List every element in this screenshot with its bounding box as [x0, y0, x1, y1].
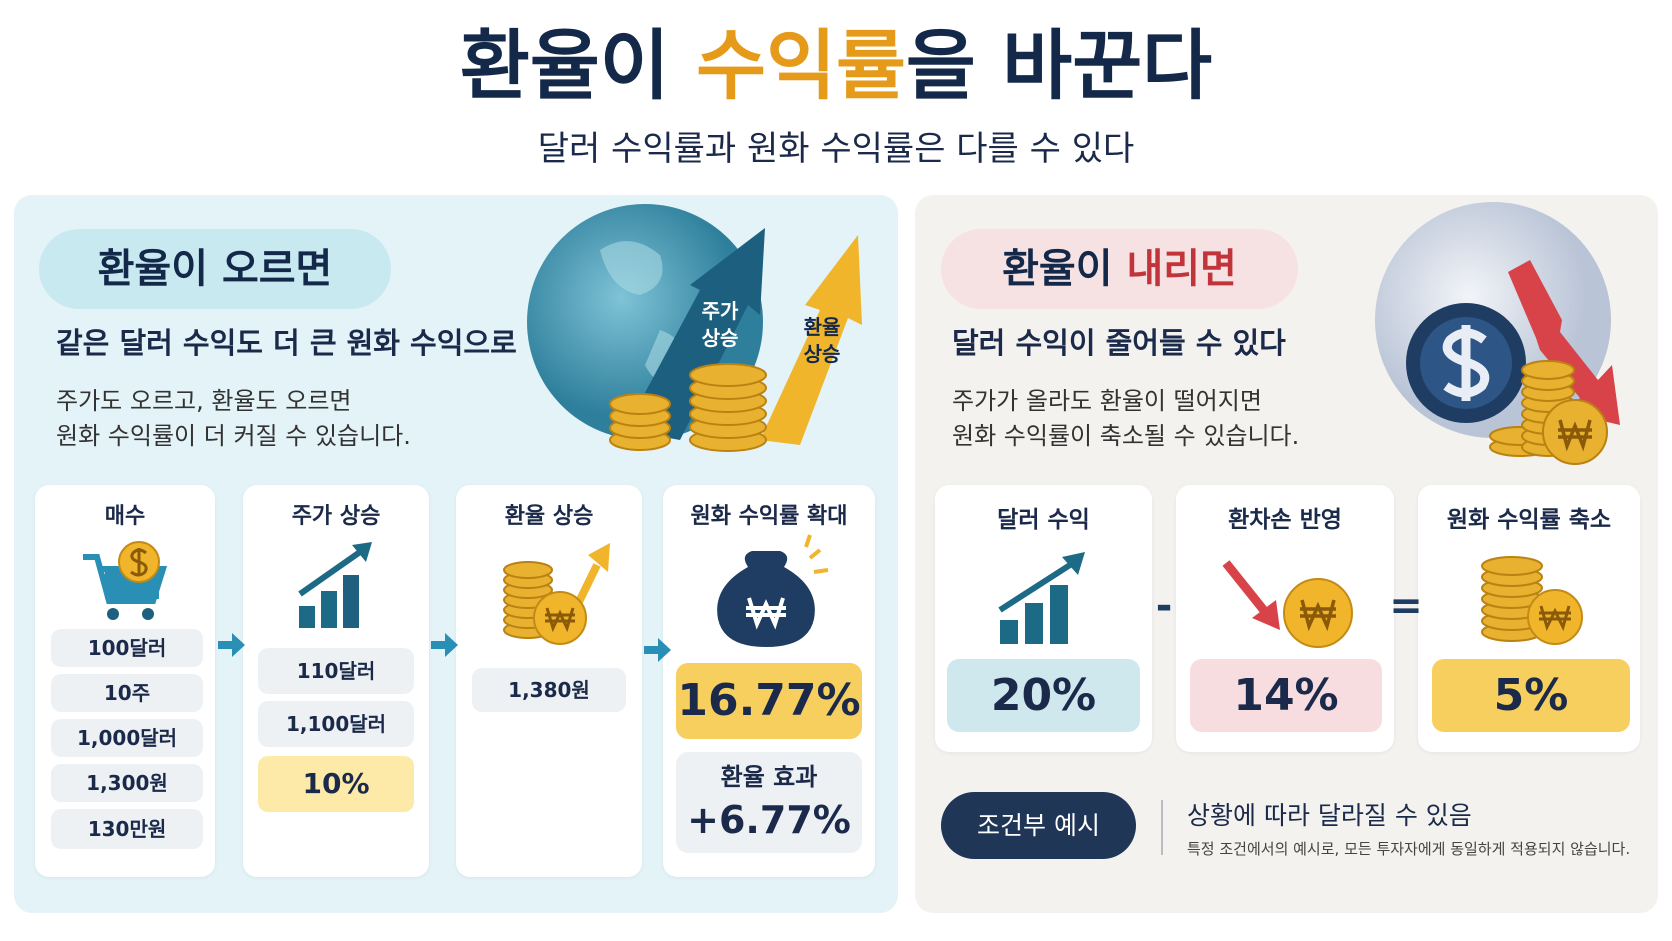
- value-pill: 1,300원: [51, 764, 203, 802]
- money-bag-icon: [717, 534, 829, 647]
- bar-chart-icon: [298, 542, 372, 628]
- effect-value: +6.77%: [687, 798, 851, 842]
- illustration-label: 상승: [701, 326, 739, 350]
- value-pill: 100달러: [51, 629, 203, 667]
- dollar-symbol: [1442, 325, 1490, 401]
- note-title: 상황에 따라 달라질 수 있음: [1187, 801, 1472, 830]
- title: 환율이 수익률을 바꾼다: [0, 18, 1672, 114]
- highlight-pill: 16.77%: [676, 663, 862, 739]
- coins: [609, 363, 767, 452]
- badge-label: 환율이 오르면: [97, 246, 333, 292]
- coins: [1489, 360, 1608, 465]
- subtitle: 달러 수익률과 원화 수익률은 다를 수 있다: [537, 129, 1135, 169]
- step-title: 달러 수익: [997, 507, 1090, 533]
- coins-icon: [503, 543, 610, 645]
- illustration-label: 환율: [803, 315, 841, 339]
- loss-icon: [1222, 560, 1353, 648]
- badge: [941, 229, 1298, 309]
- operator: =: [1389, 583, 1423, 629]
- cart-icon: [83, 541, 168, 620]
- won-symbol: [1558, 419, 1592, 452]
- value-pill: 14%: [1190, 659, 1382, 732]
- bar-chart-icon: [998, 552, 1085, 644]
- divider: [1161, 800, 1163, 855]
- title-part: 환율이: [459, 21, 697, 110]
- description: 원화 수익률이 더 커질 수 있습니다.: [56, 422, 411, 450]
- badge-part: 환율이: [1002, 246, 1127, 292]
- illustration-label: 상승: [803, 342, 841, 366]
- step-title: 원화 수익률 축소: [1446, 507, 1612, 533]
- value-pill: 5%: [1432, 659, 1630, 732]
- headline: 달러 수익이 줄어들 수 있다: [952, 326, 1286, 360]
- value-pill: 1,100달러: [258, 701, 414, 747]
- step-title: 주가 상승: [291, 504, 381, 529]
- illustration-label: 주가: [701, 299, 739, 323]
- effect-box: [676, 752, 862, 853]
- description: 주가도 오르고, 환율도 오르면: [56, 387, 352, 415]
- title-accent: 수익률: [696, 21, 906, 110]
- title-part: 을 바꾼다: [905, 21, 1213, 110]
- flow-arrow: [218, 633, 671, 662]
- value-pill: 20%: [947, 659, 1140, 732]
- value-pill: 1,000달러: [51, 719, 203, 757]
- step-title: 매수: [104, 504, 146, 529]
- badge-label: 조건부 예시: [977, 811, 1100, 840]
- value-pill: 130만원: [51, 809, 203, 849]
- headline: 같은 달러 수익도 더 큰 원화 수익으로: [56, 326, 517, 360]
- value-pill: 110달러: [258, 648, 414, 694]
- description: 원화 수익률이 축소될 수 있습니다.: [952, 422, 1300, 450]
- step-title: 원화 수익률 확대: [690, 504, 848, 529]
- globe-land: [600, 241, 686, 383]
- badge-label: 환율이 내리면: [941, 229, 1298, 309]
- arrow-down: [1508, 260, 1620, 425]
- arrow-up: [760, 235, 862, 445]
- step-title: 환차손 반영: [1228, 507, 1342, 533]
- operator: -: [1155, 583, 1173, 629]
- effect-label: 환율 효과: [720, 763, 818, 791]
- badge: [39, 229, 391, 309]
- highlight-pill: 10%: [258, 756, 414, 812]
- arrow-up: [625, 228, 765, 440]
- step-title: 환율 상승: [504, 504, 594, 529]
- value-pill: 1,380원: [472, 668, 626, 712]
- badge: [941, 792, 1136, 859]
- coins-icon: [1481, 556, 1583, 645]
- note-detail: 특정 조건에서의 예시로, 모든 투자자에게 동일하게 적용되지 않습니다.: [1187, 840, 1631, 858]
- badge-accent: 내리면: [1126, 246, 1237, 292]
- description: 주가가 올라도 환율이 떨어지면: [952, 387, 1262, 415]
- value-pill: 10주: [51, 674, 203, 712]
